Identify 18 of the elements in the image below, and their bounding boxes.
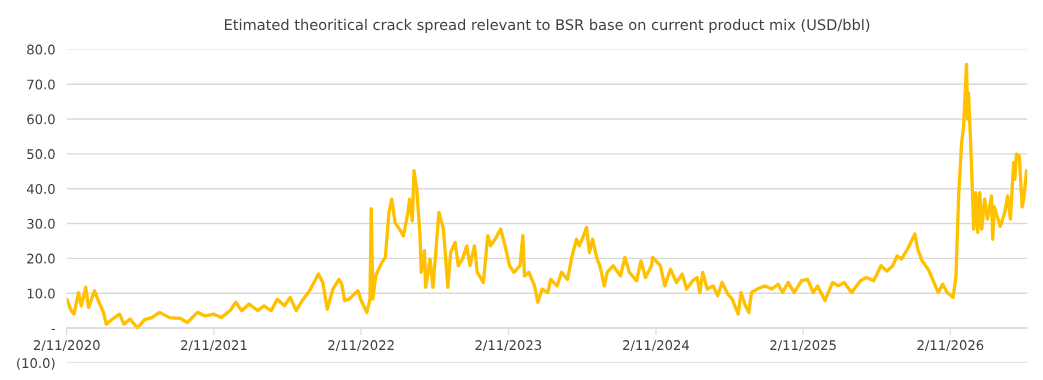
chart-title: Etimated theoritical crack spread relevant to BSR base on current product mix (USD/bbl) — [225, 18, 870, 33]
x-tick-label: 2/11/2025 — [770, 340, 836, 352]
y-tick-label: 80.0 — [27, 44, 55, 55]
y-tick-label: 70.0 — [27, 79, 55, 90]
y-tick-label: 60.0 — [27, 114, 55, 125]
y-tick-label: 50.0 — [27, 149, 55, 160]
y-tick-label: 40.0 — [26, 183, 55, 194]
y-tick-label: 10.0 — [27, 288, 55, 299]
x-tick-label: 2/11/2023 — [475, 340, 542, 352]
x-tick-label: 2/11/2024 — [623, 340, 690, 352]
y-tick-label: (10.0) — [17, 357, 55, 370]
y-tick-label: - — [51, 328, 55, 330]
y-tick-label: 20.0 — [27, 253, 55, 264]
x-tick-label: 2/11/2022 — [328, 340, 394, 352]
x-tick-label: 2/11/2026 — [917, 340, 984, 352]
x-tick-label: 2/11/2020 — [33, 340, 100, 352]
y-tick-label: 30.0 — [27, 218, 55, 229]
x-tick-label: 2/11/2021 — [181, 340, 247, 352]
